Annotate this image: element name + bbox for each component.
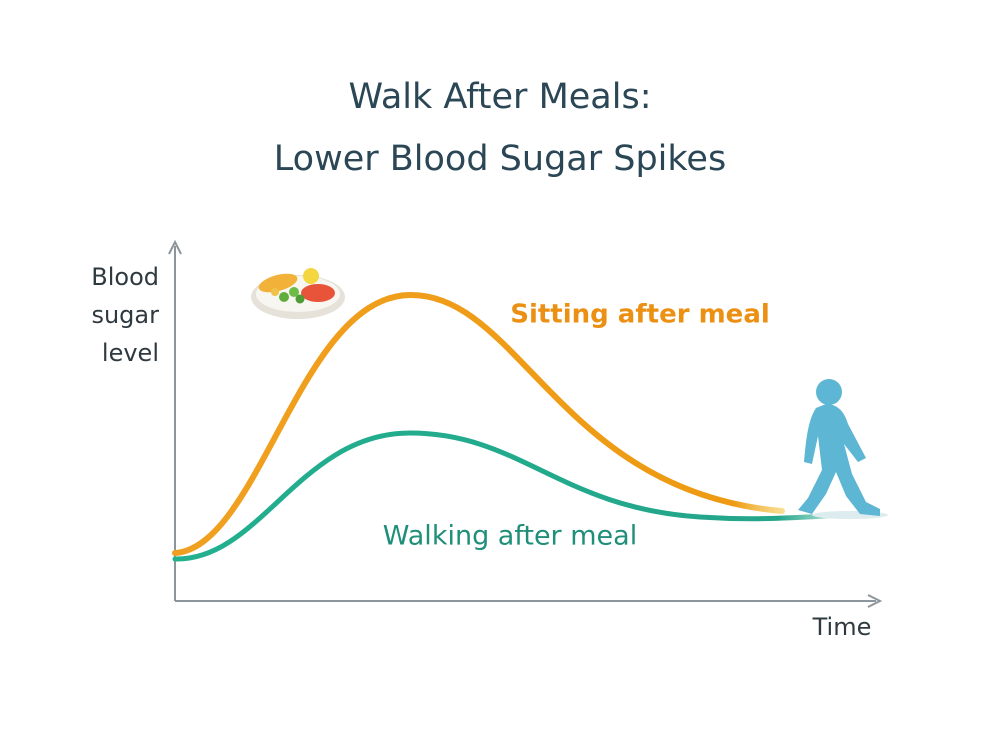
walking-curve: [172, 430, 848, 562]
y-axis-label: level: [102, 339, 159, 367]
x-axis-arrow: [867, 594, 883, 608]
y-axis-label: Blood: [91, 263, 159, 291]
y-axis-label: sugar: [91, 301, 159, 329]
x-axis-label: Time: [812, 613, 872, 641]
sitting-curve: [172, 291, 785, 556]
y-axis-arrow: [168, 239, 182, 255]
curve-label: Sitting after meal: [510, 300, 770, 330]
axes: [168, 239, 883, 608]
title-line: Lower Blood Sugar Spikes: [274, 139, 726, 179]
curve-label: Walking after meal: [383, 521, 637, 552]
title-line: Walk After Meals:: [348, 77, 651, 117]
meal-icon: [251, 268, 345, 319]
walker-icon: [798, 379, 888, 519]
